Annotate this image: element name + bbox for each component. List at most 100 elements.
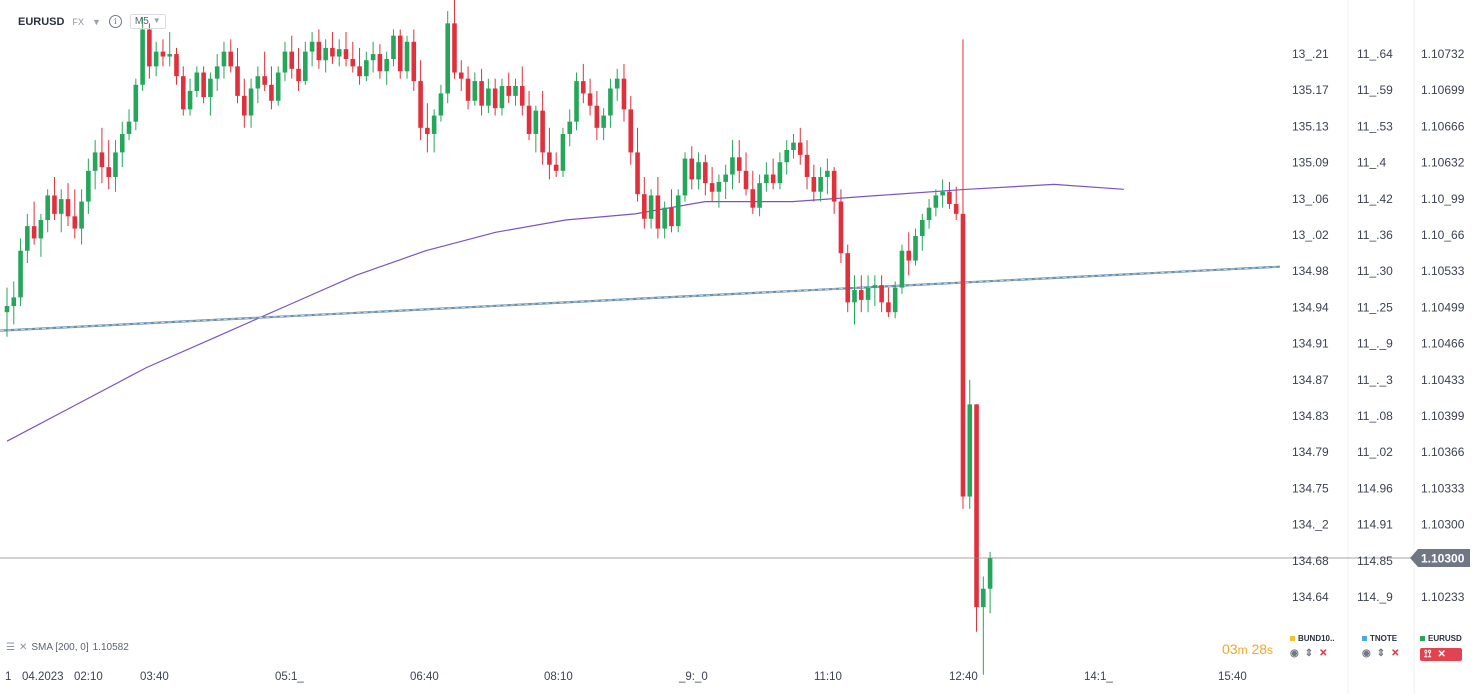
candle-body [316,41,322,61]
candle-up [852,275,857,325]
bund10-swatch [1290,636,1295,642]
price-tick: 1.10632 [1421,156,1465,170]
timeframe-select[interactable]: M5 ▼ [129,14,166,29]
eye-icon[interactable]: ◉ [1290,648,1299,659]
price-tick: 11_.36 [1357,228,1393,242]
candle-down [621,63,627,122]
close-icon[interactable]: ✕ [1319,648,1328,659]
candle-body [540,110,545,153]
candle-up [614,68,620,101]
candle-down [343,31,349,67]
chart-header: EURUSD FX ▼ i M5 ▼ [18,14,166,29]
candle-down [906,232,912,276]
market-tag: FX [72,16,84,27]
candle-body [655,195,661,229]
price-tick: 1.10366 [1421,445,1465,459]
current-price-badge: 1.10300 [1410,548,1470,567]
price-tick: 1.10666 [1421,119,1465,133]
candle-body [364,60,369,77]
candle-down [689,146,695,190]
candle-body [452,23,457,73]
close-icon[interactable]: ✕ [1437,649,1446,660]
candle-body [106,167,111,177]
candle-body [58,199,64,214]
price-tick: 11_.08 [1357,409,1393,423]
candle-body [255,76,261,89]
candle-body [960,213,966,497]
candle-down [635,127,640,202]
candle-up [404,35,410,79]
price-tick: 11_.42 [1357,192,1393,206]
candle-body [38,220,44,239]
candle-body [11,297,17,307]
candle-body [486,88,491,106]
candle-body [167,54,173,57]
sma-line [6,183,1124,442]
candle-down [418,60,423,141]
candle-body [72,216,78,229]
scale-icon[interactable]: ⟟⟟ [1424,649,1432,660]
price-tick: 1.10533 [1421,264,1465,278]
candle-down [180,66,186,116]
candle-body [458,72,464,79]
candle-down [269,66,274,110]
candle-body [303,51,308,82]
candle-body [635,152,640,195]
reorder-icon[interactable]: ⇕ [1376,648,1386,659]
candle-body [194,72,200,91]
candle-body [269,84,274,101]
candle-up [920,213,925,251]
reorder-icon[interactable]: ⇕ [1304,648,1314,659]
time-tick: 05:1_ [275,671,304,683]
candle-up [601,108,606,141]
candle-body [79,201,84,229]
price-tick: 1.10300 [1421,518,1465,532]
candle-body [675,195,681,227]
eye-icon[interactable]: ◉ [1362,648,1371,659]
candle-down [709,167,715,202]
info-icon[interactable]: i [108,15,122,28]
candle-body [703,162,708,184]
price-tick: 1.10_99 [1421,192,1465,206]
candle-up [384,51,389,85]
candle-body [581,81,586,94]
candle-body [52,195,57,214]
candle-up [682,152,688,202]
candle-body [275,72,281,101]
candle-body [479,81,484,106]
candle-down [458,60,464,91]
candle-down [397,29,403,79]
candle-body [892,287,898,313]
candle-up [533,105,539,153]
candle-down [845,244,851,313]
price-tick: 11_.30 [1357,264,1393,278]
candle-body [838,201,844,254]
price-tick: 1.10732 [1421,47,1465,61]
indicator-settings-icon[interactable]: ☰ [6,642,15,653]
candle-up [865,275,871,313]
candle-up [336,39,342,67]
symbol-label[interactable]: EURUSD [18,15,65,28]
indicator-close-icon[interactable]: ✕ [18,642,28,653]
candle-body [133,84,139,122]
candle-body [86,170,91,202]
price-tick: 134.98 [1292,264,1329,278]
candle-down [201,66,206,104]
close-icon[interactable]: ✕ [1391,648,1400,659]
legend-item-bund10: BUND10.. ◉ ⇕ ✕ [1290,634,1334,659]
candle-up [608,78,613,128]
candle-down [655,176,661,239]
candle-up [25,213,30,264]
candle-up [140,17,145,91]
candle-up [499,78,505,116]
candle-body [323,47,328,61]
candle-down [492,78,498,116]
symbol-chevron-down-icon[interactable]: ▼ [91,16,101,27]
candle-body [187,90,193,110]
candle-body [296,68,301,82]
candle-body [336,49,342,57]
candle-body [574,81,579,122]
candle-up [323,39,328,73]
candle-down [99,127,105,184]
